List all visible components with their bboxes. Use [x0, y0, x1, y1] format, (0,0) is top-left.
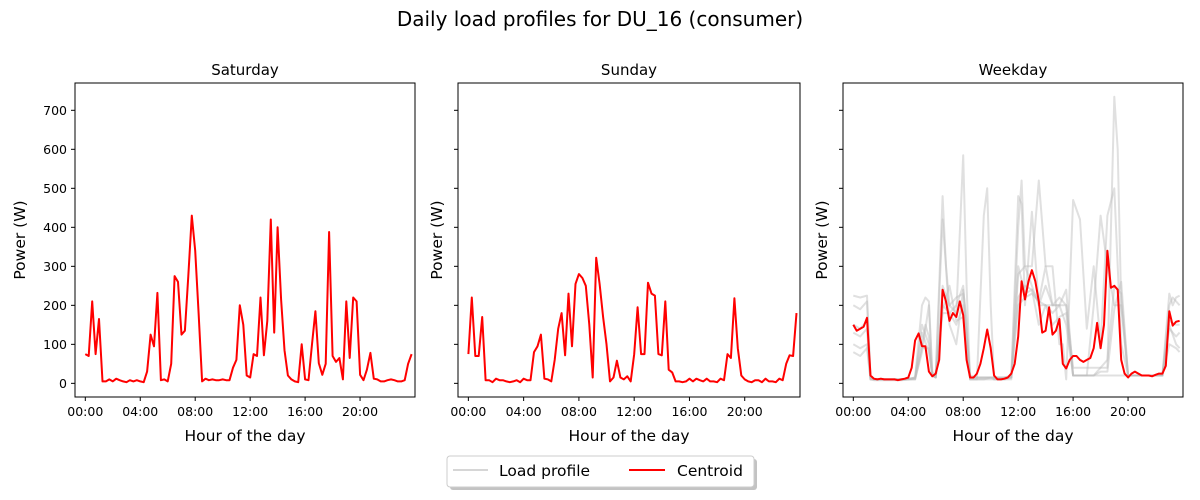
- x-tick-label: 08:00: [561, 404, 597, 419]
- panel-title: Weekday: [979, 61, 1048, 79]
- x-tick-label: 04:00: [122, 404, 158, 419]
- y-tick-label: 500: [43, 181, 67, 196]
- x-tick-label: 20:00: [1110, 404, 1146, 419]
- x-axis-label: Hour of the day: [184, 427, 305, 445]
- x-axis-label: Hour of the day: [952, 427, 1073, 445]
- x-tick-label: 16:00: [671, 404, 707, 419]
- x-tick-label: 12:00: [1000, 404, 1036, 419]
- y-tick-label: 700: [43, 103, 67, 118]
- chart-panel-saturday: 0 100 200 300 400 500 600 700 00:00 04:00 08:00 12:…: [11, 61, 416, 445]
- x-tick-label: 04:00: [890, 404, 926, 419]
- x-tick-label: 16:00: [287, 404, 323, 419]
- x-tick-label: 04:00: [506, 404, 542, 419]
- plot-frame: [74, 82, 416, 398]
- panel-title: Saturday: [211, 61, 279, 79]
- y-tick-label: 300: [43, 259, 67, 274]
- x-tick-label: 08:00: [177, 404, 213, 419]
- centroid-line: [84, 214, 413, 384]
- legend: Load profile Centroid: [446, 455, 757, 490]
- x-tick-label: 00:00: [835, 404, 871, 419]
- x-tick-label: 00:00: [67, 404, 103, 419]
- y-tick-label: 600: [43, 142, 67, 157]
- x-tick-label: 16:00: [1055, 404, 1091, 419]
- centroid-line: [852, 249, 1180, 382]
- plot-frame: [457, 82, 801, 398]
- y-tick-label: 200: [43, 298, 67, 313]
- y-axis-label: Power (W): [813, 200, 831, 279]
- chart-panel-sunday: 00:00 04:00 08:00 12:00 16:00 20:00 Sunday Hour…: [428, 61, 801, 445]
- y-tick-label: 400: [43, 220, 67, 235]
- load-profile-line: [853, 95, 1181, 381]
- y-tick-label: 100: [43, 337, 67, 352]
- x-tick-label: 12:00: [232, 404, 268, 419]
- legend-load-profile-label: Load profile: [499, 462, 590, 480]
- y-axis-label: Power (W): [11, 200, 29, 279]
- centroid-line: [467, 256, 798, 384]
- figure-title: Daily load profiles for DU_16 (consumer): [397, 7, 803, 31]
- x-tick-label: 20:00: [342, 404, 378, 419]
- legend-centroid-label: Centroid: [677, 462, 743, 480]
- panel-title: Sunday: [601, 61, 657, 79]
- legend-box: [446, 455, 755, 488]
- x-axis-label: Hour of the day: [568, 427, 689, 445]
- y-tick-label: 0: [59, 376, 67, 391]
- x-tick-label: 00:00: [450, 404, 486, 419]
- y-axis-label: Power (W): [428, 200, 446, 279]
- x-tick-label: 20:00: [727, 404, 763, 419]
- chart-panel-weekday: 00:00 04:00 08:00 12:00 16:00 20:00 Weekday Hou…: [813, 61, 1184, 445]
- chart-panels: 0 100 200 300 400 500 600 700 00:00 04:00 08:00 12:…: [11, 61, 1184, 445]
- x-tick-label: 08:00: [945, 404, 981, 419]
- plot-frame: [842, 82, 1184, 398]
- x-tick-label: 12:00: [616, 404, 652, 419]
